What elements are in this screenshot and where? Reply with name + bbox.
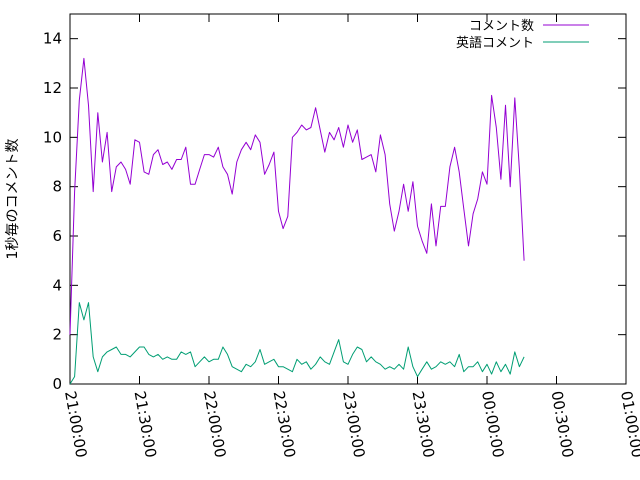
x-tick-label: 21:30:00	[131, 390, 160, 459]
y-tick-label: 14	[43, 30, 62, 48]
x-tick-label: 00:00:00	[478, 390, 507, 459]
x-tick-label: 01:00:00	[617, 390, 640, 459]
y-tick-label: 2	[52, 326, 62, 344]
y-axis-ticks: 0 2 4 6 8 10 12 14	[43, 30, 626, 393]
y-tick-label: 8	[52, 178, 62, 196]
series-line-1	[69, 302, 525, 385]
x-tick-label: 23:30:00	[409, 390, 438, 459]
series-line-0	[69, 57, 525, 335]
series-lines	[69, 57, 525, 385]
x-tick-label: 00:30:00	[548, 390, 577, 459]
y-tick-label: 10	[43, 128, 62, 146]
y-tick-label: 0	[52, 375, 62, 393]
x-axis-ticks: 21:00:00 21:30:00 22:00:00 22:30:00 23:00:00…	[61, 14, 640, 459]
legend-label: コメント数	[469, 19, 534, 34]
x-tick-label: 21:00:00	[61, 390, 90, 459]
plot-frame	[69, 13, 627, 385]
x-tick-label: 22:00:00	[200, 390, 229, 459]
y-axis-label: 1秒毎のコメント数	[5, 139, 21, 260]
x-tick-label: 23:00:00	[339, 390, 368, 459]
x-tick-label: 22:30:00	[270, 390, 299, 459]
y-tick-label: 4	[52, 276, 62, 294]
legend-label: 英語コメント	[456, 35, 534, 51]
y-tick-label: 12	[43, 79, 62, 97]
y-tick-label: 6	[52, 227, 62, 245]
